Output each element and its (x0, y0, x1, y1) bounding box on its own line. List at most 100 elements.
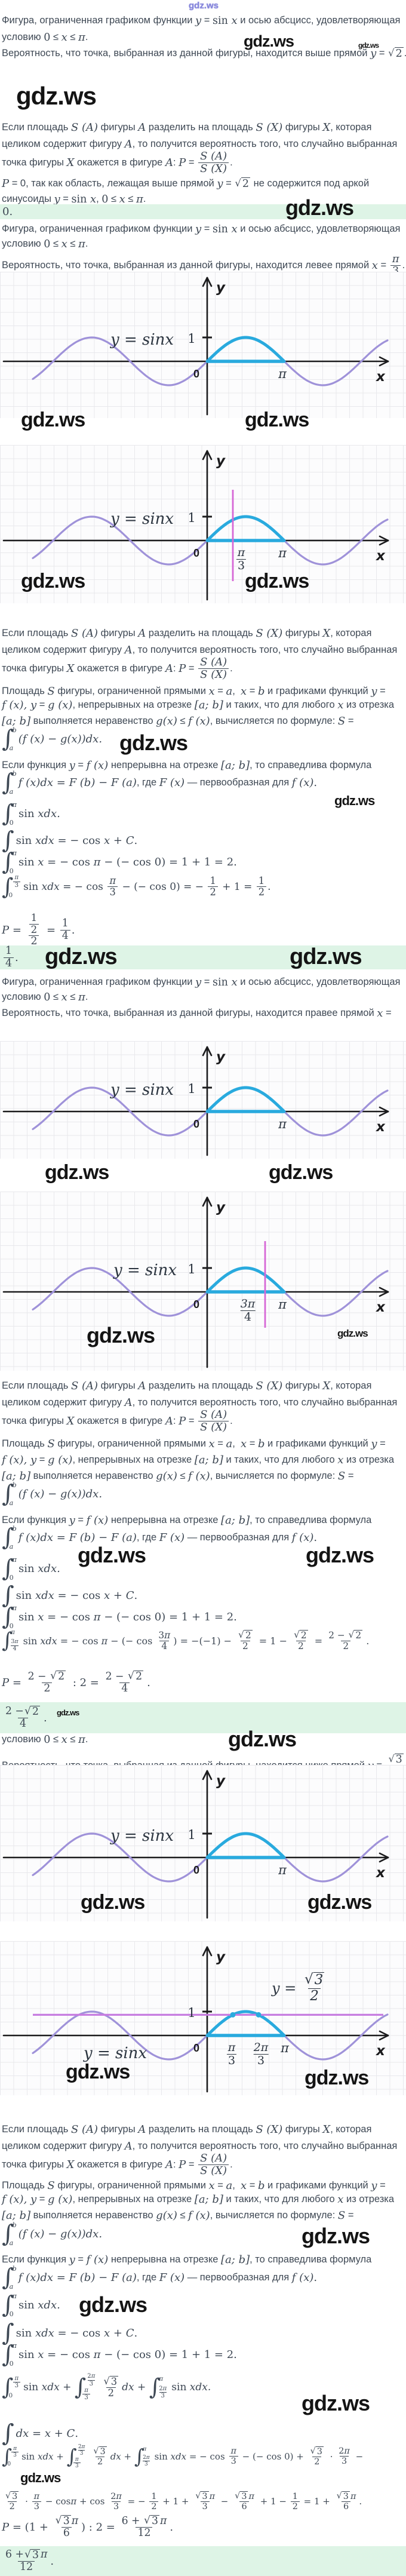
math-text: = (345, 2210, 354, 2221)
math-text: [a; b] (2, 1470, 31, 1482)
math-text: b (12, 2265, 17, 2273)
math-text: , вычисляется по формуле: (210, 2210, 338, 2221)
math-text: g (x) (48, 1454, 73, 1466)
math-text: S (47, 2179, 55, 2192)
y-axis-arrow (202, 277, 208, 287)
denominator: 3 (200, 2501, 210, 2511)
pi-tick-label: π (278, 1297, 287, 1312)
math-text: — первообразная для (184, 777, 292, 788)
integral: ∫ π 2 π 3 (134, 2446, 153, 2467)
math-text: f (x)dx (18, 2271, 54, 2285)
math-text: 0 (44, 1733, 51, 1746)
math-text: и графиками функций (264, 1438, 371, 1449)
math-text: 2 (242, 1641, 248, 1652)
text-line: Площадь S фигуры, ограниченной прямыми x… (2, 685, 386, 698)
math-text: b (12, 770, 17, 778)
math-text: . (134, 834, 138, 848)
math-text: , (232, 686, 241, 696)
math-text: 2 − (5, 1705, 24, 1718)
math-text: 1 (61, 917, 69, 930)
math-text: ) : 2 = (81, 2520, 119, 2534)
text-line: f (x), y = g (x), непрерывных на отрезке… (2, 699, 394, 711)
math-text: xdx (35, 2327, 54, 2340)
math-text: π (12, 849, 17, 858)
formula-line: ∫ sin xdx = − cos x + C. (2, 1583, 137, 1607)
radical-sign: √ (348, 1629, 355, 1640)
math-text: . (230, 2159, 233, 2170)
math-text: непрерывна на отрезке (108, 2254, 222, 2265)
text-line: целиком содержит фигуру A, то получится … (2, 138, 397, 151)
math-text: [a; b] (221, 759, 250, 772)
math-text: P (2, 923, 10, 937)
x-axis-label: x (376, 1865, 386, 1881)
integral-sign: ∫ (2, 1603, 14, 1631)
math-text: y (69, 1514, 75, 1527)
math-text: P (179, 662, 186, 676)
one-tick-label: 1 (187, 511, 195, 525)
numerator: √ 3 (3, 2491, 21, 2501)
math-text: x (44, 2427, 51, 2440)
math-text: cos (266, 2451, 285, 2462)
math-text: 3 (113, 2501, 119, 2511)
math-text: xdx (41, 880, 60, 893)
formula-line: P = (1 + √ 3 π 6) : 2 = 6 + √ 3 π 12. (2, 2514, 173, 2540)
radicand: 3 (61, 2515, 71, 2527)
radicand: 3 (201, 2491, 209, 2501)
math-text: , непрерывных на отрезке (72, 699, 195, 710)
upper-limit: π (13, 1556, 17, 1564)
math-text: 0 (8, 892, 13, 899)
math-text: sin (21, 2451, 38, 2462)
integral: ∫ (2, 2421, 14, 2445)
watermark-gdzws: gdz.ws (358, 41, 379, 50)
math-text: 2 − (27, 1670, 50, 1682)
math-text: = (75, 760, 87, 770)
math-text: F (b) − F (a) (69, 1531, 137, 1545)
formula-line: ∫ π 0 sin xdx. (2, 2292, 60, 2318)
math-text: a (226, 1438, 233, 1450)
math-text: π (160, 2514, 167, 2527)
one-tick-label: 1 (187, 1082, 195, 1096)
math-text: = (279, 1979, 301, 1997)
math-text: x (208, 2179, 215, 2192)
math-text: P (179, 1415, 186, 1428)
math-text: b (12, 2221, 17, 2230)
math-text: 3 (230, 2457, 236, 2467)
math-text: π (93, 856, 101, 869)
y-axis-arrow (206, 450, 213, 460)
y-axis-arrow (202, 1770, 208, 1780)
radicand: 2 (57, 1671, 66, 1682)
math-text: = (75, 2254, 87, 2265)
math-text: точка фигуры (2, 1416, 67, 1427)
math-text: 3 (63, 2515, 70, 2527)
math-text: условию (2, 991, 44, 1002)
formula-line: ∫ π 3 0 sin xdx + ∫ 2 π 3 π 3 √ 3 2 dx + ∫ π 2 π 3 sin xdx… (2, 2444, 363, 2469)
math-text: . (75, 2427, 79, 2440)
watermark-gdzws: gdz.ws (285, 195, 354, 220)
math-text: π (78, 991, 85, 1003)
grid (0, 1041, 406, 1159)
integral: ∫ b a (2, 1481, 17, 1507)
numerator: π (73, 2457, 81, 2463)
formula-line: ∫ π 0 sin x = − cos π − (− cos 0) = 1 + 1 =… (2, 2342, 237, 2368)
highlighted-arch (205, 1832, 286, 1859)
math-text: 3 (109, 886, 116, 898)
math-text: 2 (78, 2443, 82, 2450)
math-text: Если площадь (2, 1380, 71, 1391)
math-text: − (− (239, 2451, 267, 2462)
denominator: S (X) (198, 2164, 229, 2177)
y-axis-arrow (206, 1196, 213, 1207)
sqrt-radical: √ 3 (24, 2549, 40, 2561)
math-text: f (x) (291, 2271, 314, 2285)
formula-line: ∫ π 0 sin x = − cos π − (− cos 0) = 1 + 1 =… (2, 849, 237, 875)
